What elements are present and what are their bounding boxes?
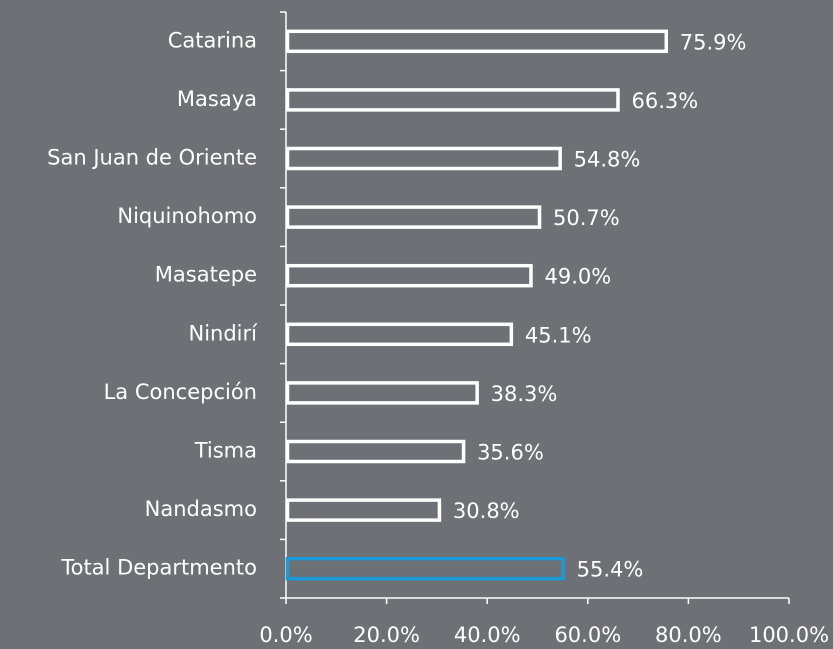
value-label: 35.6%: [477, 441, 544, 465]
bar: [285, 381, 479, 405]
bar: [285, 205, 542, 229]
y-tick-label: Total Departmento: [60, 556, 257, 580]
bar: [285, 88, 620, 112]
value-label: 50.7%: [553, 206, 620, 230]
bar: [285, 29, 669, 54]
y-tick-label: Nandasmo: [145, 497, 257, 521]
value-label: 45.1%: [525, 323, 592, 347]
x-tick-label: 20.0%: [353, 623, 420, 647]
value-label: 55.4%: [577, 558, 644, 582]
x-tick-label: 80.0%: [655, 623, 722, 647]
bar: [285, 146, 562, 171]
y-tick-label: Catarina: [168, 28, 257, 52]
y-tick-label: Nindirí: [189, 321, 259, 345]
x-tick-label: 100.0%: [749, 623, 829, 647]
y-tick-label: Masatepe: [155, 263, 257, 287]
y-tick-label: Masaya: [177, 87, 257, 111]
y-tick-label: Niquinohomo: [117, 204, 257, 228]
bar: [285, 322, 514, 347]
value-label: 75.9%: [680, 30, 747, 54]
value-label: 66.3%: [631, 89, 698, 113]
bar: [285, 498, 442, 522]
x-tick-label: 60.0%: [554, 623, 621, 647]
x-tick-label: 0.0%: [259, 623, 312, 647]
value-label: 38.3%: [491, 382, 558, 406]
y-tick-label: La Concepción: [104, 380, 257, 404]
y-tick-label: Tisma: [194, 439, 257, 463]
bar: [285, 263, 533, 288]
value-label: 30.8%: [453, 499, 520, 523]
bar: [285, 439, 466, 464]
y-tick-label: San Juan de Oriente: [47, 146, 257, 170]
value-label: 54.8%: [574, 148, 641, 172]
bar: [285, 556, 565, 581]
value-label: 49.0%: [544, 265, 611, 289]
x-tick-label: 40.0%: [454, 623, 521, 647]
